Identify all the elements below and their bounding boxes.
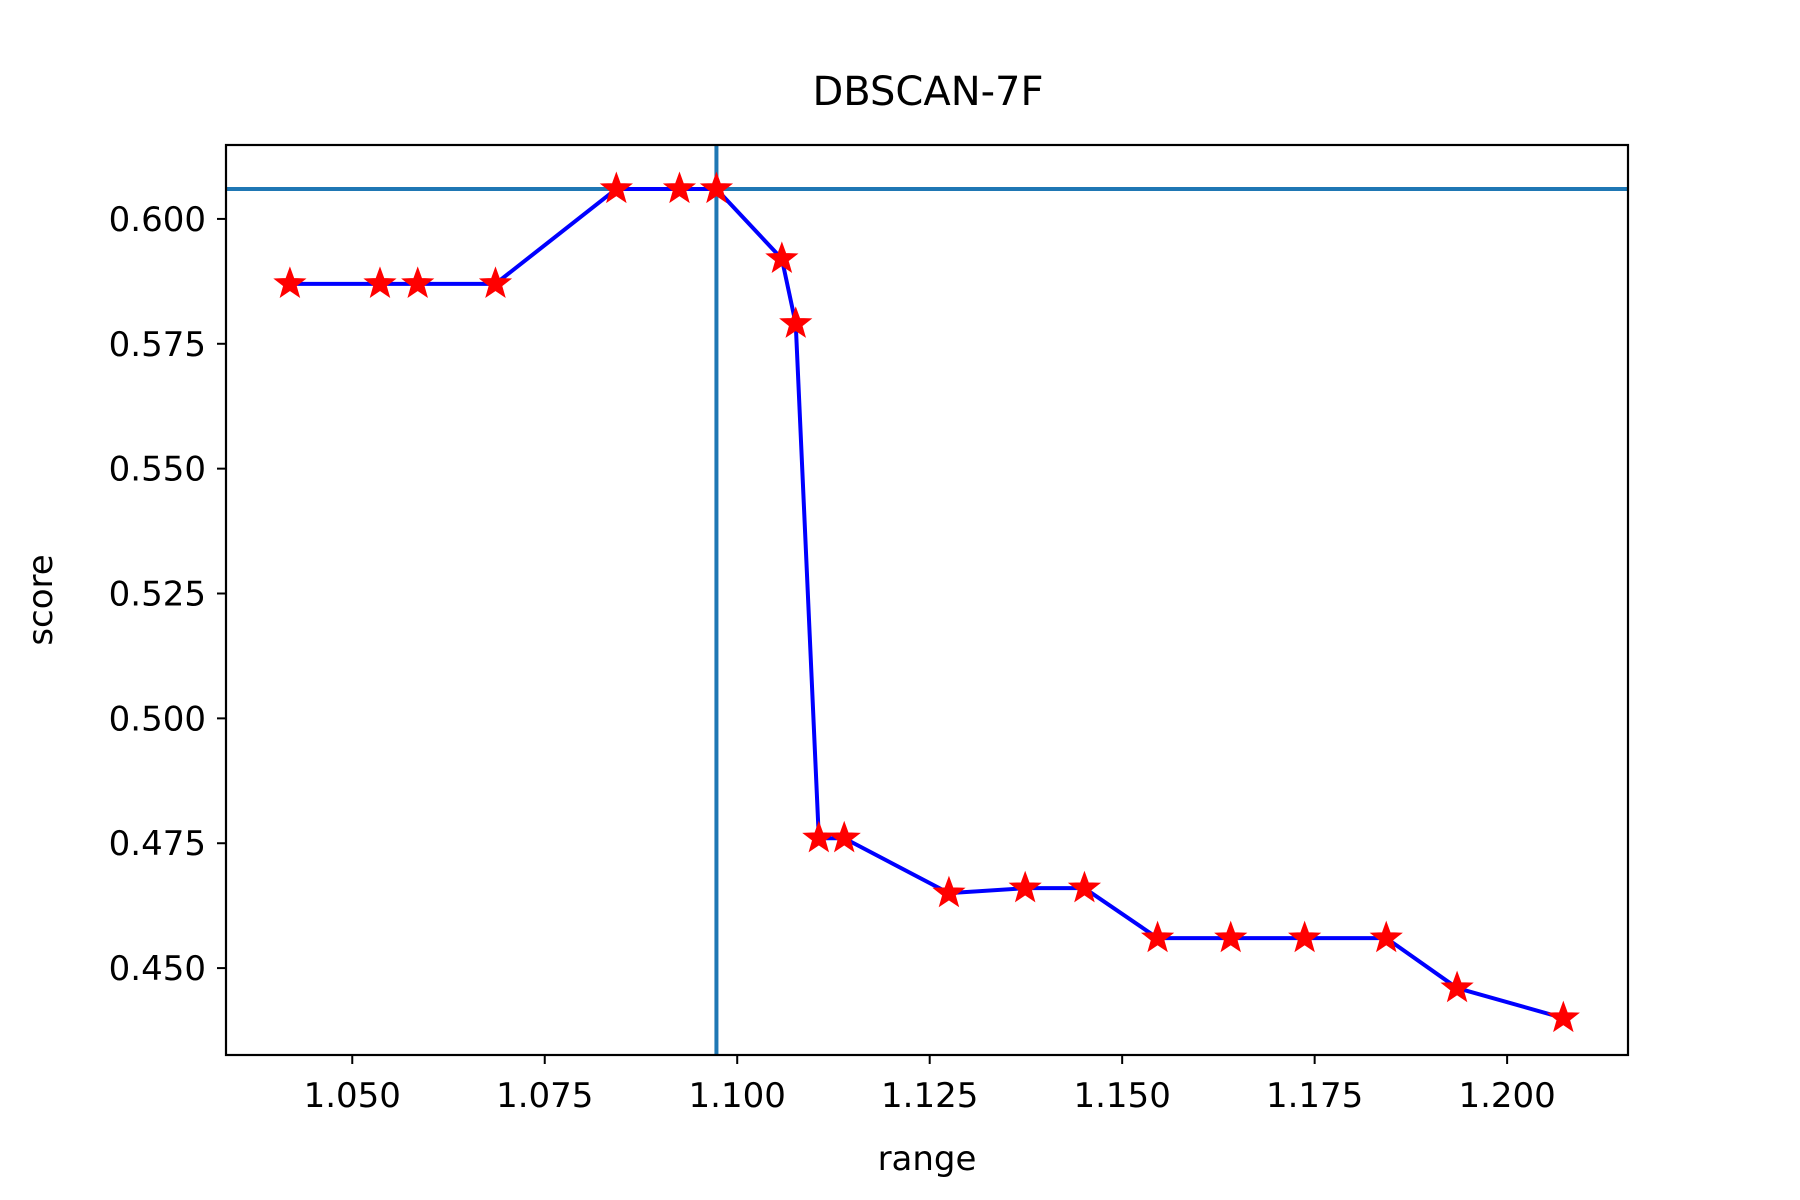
axes-frame — [224, 143, 1630, 1057]
data-point-marker — [1440, 970, 1474, 1003]
data-point-marker — [478, 266, 513, 298]
y-tick-label: 0.550 — [109, 450, 206, 490]
x-tick-label: 1.200 — [1458, 1076, 1555, 1116]
data-point-marker — [1546, 1000, 1580, 1033]
y-tick-label: 0.500 — [109, 699, 206, 739]
y-axis-label: score — [21, 554, 61, 645]
data-point-marker — [1214, 920, 1248, 953]
data-point-marker — [1140, 920, 1175, 953]
x-axis-ticks: 1.050 1.075 1.100 1.125 1.150 1.175 1.200 — [304, 1055, 1556, 1116]
plot-area — [226, 145, 1628, 1055]
x-tick-label: 1.050 — [304, 1076, 401, 1116]
y-tick-label: 0.525 — [109, 575, 206, 615]
x-axis-label: range — [878, 1139, 977, 1179]
x-tick-label: 1.075 — [496, 1076, 593, 1116]
x-tick-label: 1.100 — [689, 1076, 786, 1116]
y-tick-label: 0.475 — [109, 824, 206, 864]
x-tick-label: 1.175 — [1266, 1076, 1363, 1116]
data-point-marker — [932, 875, 966, 908]
data-point-marker — [1288, 920, 1322, 953]
data-point-marker — [273, 266, 307, 298]
data-point-marker — [1008, 870, 1042, 903]
data-point-marker — [1369, 920, 1403, 953]
x-tick-label: 1.150 — [1073, 1076, 1170, 1116]
y-tick-label: 0.600 — [109, 200, 206, 240]
data-point-marker — [662, 171, 697, 204]
data-point-marker — [802, 820, 836, 853]
data-point-marker — [699, 171, 734, 204]
data-point-marker — [599, 171, 633, 204]
y-tick-label: 0.450 — [109, 949, 206, 989]
data-point-marker — [779, 306, 813, 338]
data-point-marker — [1067, 870, 1102, 903]
y-axis-ticks: 0.450 0.475 0.500 0.525 0.550 0.575 0.600 — [109, 200, 226, 989]
x-tick-label: 1.125 — [881, 1076, 978, 1116]
series-line — [289, 186, 1564, 1020]
data-point-marker — [765, 241, 799, 274]
chart-title: DBSCAN-7F — [812, 69, 1043, 115]
data-point-marker — [363, 266, 397, 298]
data-point-marker — [401, 266, 435, 298]
y-tick-label: 0.575 — [109, 325, 206, 365]
data-point-marker — [827, 820, 861, 853]
